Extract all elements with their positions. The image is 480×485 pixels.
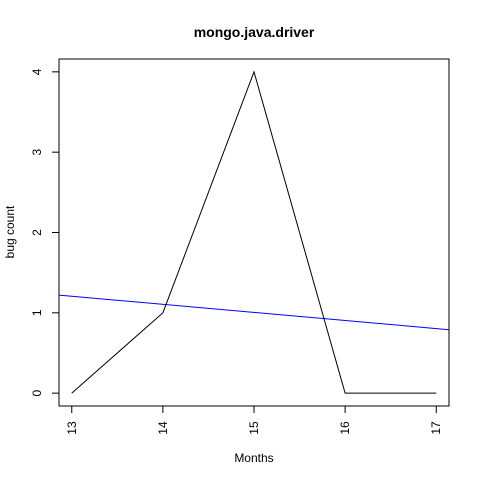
y-axis-label: bug count <box>3 205 17 258</box>
series-line-0 <box>71 70 437 394</box>
y-tick-label-2: 2 <box>30 229 44 236</box>
x-tick-label-17: 17 <box>429 421 443 435</box>
plot-frame <box>58 58 450 407</box>
y-tick-label-0: 0 <box>30 389 44 396</box>
y-tick-label-1: 1 <box>30 309 44 316</box>
y-tick-label-4: 4 <box>30 68 44 75</box>
x-axis: 13 14 15 16 17 <box>65 406 443 435</box>
y-axis: 0 1 2 3 4 <box>30 68 59 396</box>
x-tick-label-14: 14 <box>156 421 170 435</box>
chart-title: mongo.java.driver <box>194 24 315 40</box>
x-tick-label-15: 15 <box>247 421 261 435</box>
series-group <box>58 70 450 394</box>
trend-line <box>58 294 450 331</box>
y-tick-label-3: 3 <box>30 149 44 156</box>
x-tick-label-13: 13 <box>65 421 79 435</box>
x-tick-label-16: 16 <box>338 421 352 435</box>
x-axis-label: Months <box>234 451 273 465</box>
